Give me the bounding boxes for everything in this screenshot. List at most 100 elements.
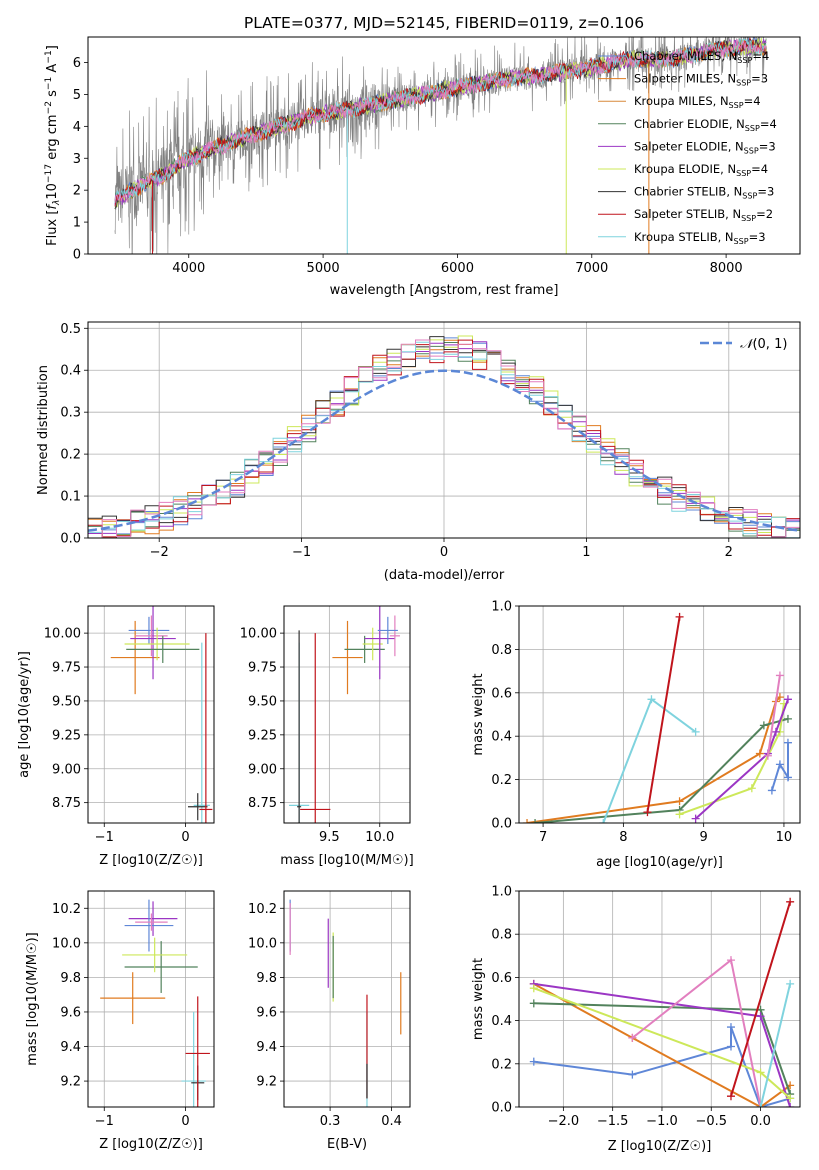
- frame-age-mass: 9.5 10.0 8.75 9.00 9.25 9.50 9.75 10.00 mass [lo…: [240, 605, 414, 868]
- axes-age-Z: −1 0 8.75 9.00 9.25 9.50 9.75 10.00 Z [log10(Z/Z…: [17, 605, 215, 868]
- legend-label: 𝒩(0, 1): [740, 337, 787, 352]
- legend: Chabrier MILES, NSSP=4 Salpeter MILES, NS…: [598, 49, 777, 246]
- y-axis-label: mass weight: [471, 958, 486, 1040]
- weight-marker: [628, 1070, 637, 1079]
- frame-mass-Z: −1 0 9.2 9.4 9.6 9.8 10.0 10.2 Z [log10(Z/Z☉)] ma…: [25, 890, 215, 1152]
- x-tick-label: 9: [700, 830, 708, 845]
- x-tick-label: 8000: [710, 261, 743, 276]
- frame-spectrum: 4000 5000 6000 7000 8000 0 1 2 3 4 5 6 wavelength [A…: [44, 36, 801, 298]
- y-tick-label: 1: [73, 216, 81, 231]
- residual-histogram: [88, 339, 800, 538]
- x-tick-label: 10.0: [365, 830, 394, 845]
- y-tick-label: 9.50: [52, 694, 81, 709]
- x-tick-label: 9.5: [319, 830, 340, 845]
- weight-marker: [529, 999, 538, 1008]
- y-tick-label: 10.00: [240, 627, 277, 642]
- frame-mass-ebv: 0.3 0.4 9.2 9.4 9.6 9.8 10.0 10.2 E(B-V): [248, 890, 411, 1152]
- y-tick-label: 0.0: [491, 1101, 512, 1116]
- plot-area-spectrum: [114, 37, 767, 254]
- y-tick-label: 10.2: [248, 902, 277, 917]
- weight-marker: [523, 819, 532, 823]
- weight-marker: [775, 760, 784, 769]
- x-tick-label: 0: [181, 830, 189, 845]
- weight-marker: [783, 773, 792, 782]
- y-tick-label: 0.1: [60, 490, 81, 505]
- plot-area-age-Z: [110, 606, 213, 823]
- axes-age-mass: 9.5 10.0 8.75 9.00 9.25 9.50 9.75 10.00 mass [lo…: [240, 605, 414, 868]
- x-axis-label: (data-model)/error: [384, 568, 505, 583]
- weight-marker: [759, 721, 768, 730]
- x-tick-label: 2: [725, 545, 733, 560]
- weight-marker: [783, 714, 792, 723]
- y-tick-label: 0.0: [60, 532, 81, 547]
- y-axis-label: mass [log10(M/M☉)]: [25, 932, 40, 1065]
- y-tick-label: 6: [73, 56, 81, 71]
- y-tick-label: 0.8: [491, 928, 512, 943]
- plot-area-residuals: [88, 335, 800, 538]
- weight-marker: [775, 671, 784, 680]
- y-tick-label: 9.75: [248, 661, 277, 676]
- weight-marker: [747, 784, 756, 793]
- legend-label: Salpeter MILES, NSSP=3: [634, 72, 768, 88]
- weight-marker: [643, 808, 652, 817]
- frame-massweight-Z: −2.0 −1.5 −1.0 −0.5 0.0 0.0 0.2 0.4 0.6 0.8 1.0 Z […: [471, 885, 801, 1154]
- weight-marker: [786, 979, 795, 988]
- axes-mass-Z: −1 0 9.2 9.4 9.6 9.8 10.0 10.2 Z [log10(Z/Z☉)] ma…: [25, 890, 215, 1152]
- weight-marker: [726, 1092, 735, 1101]
- y-tick-label: 9.2: [256, 1075, 277, 1090]
- weight-line: [526, 696, 781, 823]
- y-tick-label: 4: [73, 120, 81, 135]
- y-tick-label: 9.25: [52, 728, 81, 743]
- weight-line: [766, 675, 781, 756]
- gaussian-curve: [88, 369, 800, 532]
- weight-marker: [756, 1068, 765, 1077]
- x-tick-label: −1.0: [646, 1114, 678, 1129]
- weight-marker: [675, 797, 684, 806]
- weight-marker: [763, 751, 772, 760]
- x-tick-label: 7: [539, 830, 547, 845]
- weight-line: [631, 958, 762, 1107]
- weight-marker: [691, 814, 700, 823]
- plot-area-massweight-Z: [529, 897, 795, 1107]
- y-tick-label: 8.75: [248, 796, 277, 811]
- frame-age-Z: −1 0 8.75 9.00 9.25 9.50 9.75 10.00 Z [log10(Z/Z…: [17, 605, 215, 868]
- y-tick-label: 9.50: [248, 694, 277, 709]
- y-axis-label: age [log10(age/yr)]: [17, 651, 32, 778]
- x-axis-label: E(B-V): [327, 1137, 367, 1152]
- weight-marker: [786, 897, 795, 906]
- plot-area-massweight-age: [523, 612, 792, 823]
- legend-label: Chabrier MILES, NSSP=4: [634, 49, 769, 65]
- weight-marker: [726, 1042, 735, 1051]
- x-tick-label: 0.0: [750, 1114, 771, 1129]
- y-tick-label: 9.6: [60, 1005, 81, 1020]
- axes-frame: [87, 890, 215, 1108]
- axes-frame: [87, 605, 215, 824]
- x-tick-label: 0: [181, 1114, 189, 1129]
- legend-label: Kroupa ELODIE, NSSP=4: [634, 162, 768, 178]
- x-tick-label: 0.4: [381, 1114, 402, 1129]
- weight-marker: [691, 727, 700, 736]
- model-spectrum: [114, 38, 767, 203]
- plot-area-age-mass: [289, 606, 400, 823]
- y-tick-label: 0.4: [491, 1014, 512, 1029]
- x-tick-label: −0.5: [695, 1114, 727, 1129]
- x-tick-label: 5000: [307, 261, 340, 276]
- y-tick-label: 0.0: [491, 817, 512, 832]
- weight-marker: [647, 695, 656, 704]
- x-tick-label: 4000: [172, 261, 205, 276]
- axes-spectrum: 4000 5000 6000 7000 8000 0 1 2 3 4 5 6 wavelength [A…: [44, 36, 801, 298]
- axes-frame: [283, 890, 411, 1108]
- y-tick-label: 9.6: [256, 1005, 277, 1020]
- weight-marker: [675, 810, 684, 819]
- x-tick-label: −1: [95, 1114, 114, 1129]
- x-tick-label: −1: [292, 545, 311, 560]
- axes-frame: [87, 36, 801, 255]
- legend-label: Kroupa MILES, NSSP=4: [634, 94, 761, 110]
- x-tick-label: 8: [619, 830, 627, 845]
- weight-marker: [755, 749, 764, 758]
- y-axis-label: Normed distribution: [36, 365, 51, 495]
- y-tick-label: 9.4: [256, 1040, 277, 1055]
- axes-frame: [283, 605, 411, 824]
- y-axis-label: mass weight: [471, 673, 486, 755]
